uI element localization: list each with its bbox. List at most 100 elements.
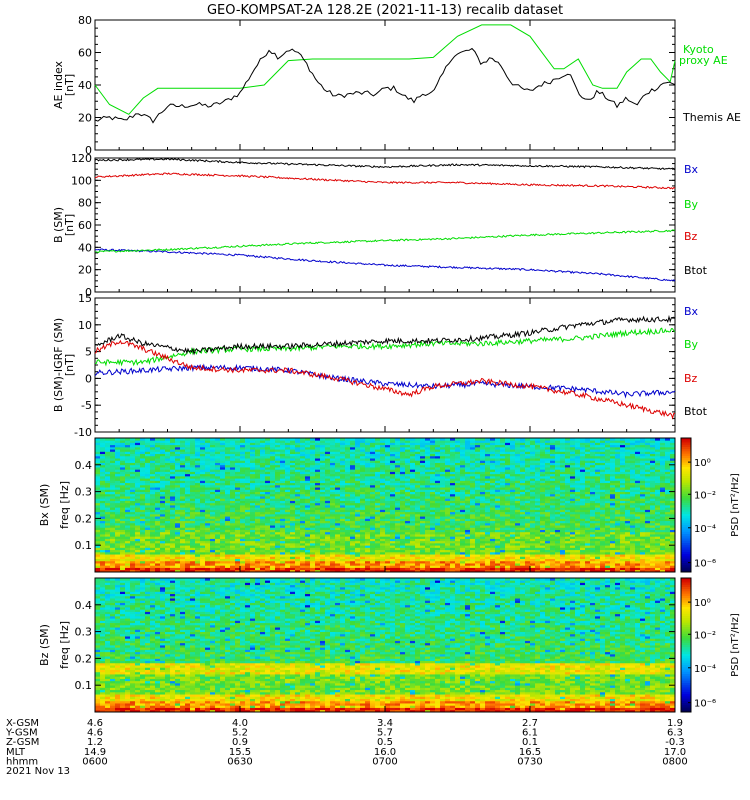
spectrogram-cell xyxy=(105,556,111,559)
spectrogram-cell xyxy=(240,471,246,475)
spectrogram-cell xyxy=(195,480,201,484)
spectrogram-cell xyxy=(345,500,351,504)
spectrogram-cell xyxy=(190,520,196,524)
spectrogram-cell xyxy=(280,516,286,519)
spectrogram-cell xyxy=(420,567,426,571)
spectrogram-cell xyxy=(315,467,321,470)
spectrogram-cell xyxy=(290,446,296,450)
spectrogram-cell xyxy=(170,440,176,443)
spectrogram-cell xyxy=(110,565,116,568)
spectrogram-cell xyxy=(200,444,206,448)
spectrogram-cell xyxy=(180,438,186,441)
spectrogram-cell xyxy=(360,513,366,517)
spectrogram-cell xyxy=(415,551,421,555)
spectrogram-cell xyxy=(355,451,361,455)
spectrogram-cell xyxy=(275,527,281,530)
spectrogram-cell xyxy=(330,438,336,441)
spectrogram-cell xyxy=(205,534,211,537)
spectrogram-cell xyxy=(415,462,421,466)
spectrogram-cell xyxy=(325,565,331,568)
spectrogram-cell xyxy=(175,569,181,573)
spectrogram-cell xyxy=(265,554,271,557)
spectrogram-cell xyxy=(380,516,386,519)
series-line-by xyxy=(94,229,676,254)
y-axis-label: B (SM)-IGRF (SM)[nT] xyxy=(52,318,76,412)
spectrogram-cell xyxy=(100,455,106,459)
spectrogram-cell xyxy=(215,493,221,497)
spectrogram-cell xyxy=(195,446,201,450)
spectrogram-cell xyxy=(150,545,156,548)
spectrogram-cell xyxy=(260,489,266,492)
spectrogram-cell xyxy=(190,536,196,539)
spectrogram-cell xyxy=(340,475,346,479)
spectrogram-cell xyxy=(410,518,416,522)
spectrogram-cell xyxy=(440,538,446,542)
spectrogram-cell xyxy=(400,560,406,564)
spectrogram-cell xyxy=(435,455,441,459)
spectrogram-cell xyxy=(230,509,236,513)
spectrogram-cell xyxy=(290,460,296,463)
spectrogram-cell xyxy=(260,487,266,490)
spectrogram-cell xyxy=(335,458,341,461)
spectrogram-cell xyxy=(320,446,326,450)
spectrogram-cell xyxy=(125,540,131,544)
spectrogram-cell xyxy=(185,462,191,466)
spectrogram-cell xyxy=(330,545,336,548)
spectrogram-cell xyxy=(275,475,281,479)
spectrogram-cell xyxy=(285,496,291,499)
spectrogram-cell xyxy=(180,540,186,544)
spectrogram-cell xyxy=(290,482,296,486)
spectrogram-cell xyxy=(100,525,106,528)
spectrogram-cell xyxy=(375,451,381,455)
spectrogram-cell xyxy=(125,451,131,455)
spectrogram-cell xyxy=(475,442,481,446)
spectrogram-cell xyxy=(245,469,251,472)
spectrogram-cell xyxy=(190,531,196,535)
spectrogram-cell xyxy=(255,453,261,457)
spectrogram-cell xyxy=(350,536,356,539)
spectrogram-cell xyxy=(160,467,166,470)
spectrogram-cell xyxy=(100,473,106,477)
spectrogram-cell xyxy=(320,551,326,555)
spectrogram-cell xyxy=(285,478,291,481)
spectrogram-cell xyxy=(145,496,151,499)
spectrogram-cell xyxy=(340,491,346,495)
spectrogram-cell xyxy=(245,507,251,510)
spectrogram-cell xyxy=(150,493,156,497)
spectrogram-cell xyxy=(180,513,186,517)
spectrogram-cell xyxy=(160,545,166,548)
spectrogram-cell xyxy=(220,542,226,546)
spectrogram-cell xyxy=(350,516,356,519)
spectrogram-cell xyxy=(155,554,161,557)
spectrogram-cell xyxy=(210,525,216,528)
spectrogram-cell xyxy=(145,475,151,479)
spectrogram-cell xyxy=(155,491,161,495)
spectrogram-cell xyxy=(100,531,106,535)
spectrogram-cell xyxy=(185,547,191,551)
spectrogram-cell xyxy=(245,487,251,490)
spectrogram-cell xyxy=(205,525,211,528)
spectrogram-cell xyxy=(140,545,146,548)
spectrogram-cell xyxy=(115,509,121,513)
spectrogram-cell xyxy=(110,522,116,526)
spectrogram-cell xyxy=(405,513,411,517)
spectrogram-cell xyxy=(140,551,146,555)
spectrogram-cell xyxy=(225,469,231,472)
spectrogram-cell xyxy=(375,478,381,481)
spectrogram-cell xyxy=(110,558,116,562)
spectrogram-cell xyxy=(410,538,416,542)
spectrogram-cell xyxy=(95,473,101,477)
spectrogram-cell xyxy=(340,464,346,468)
spectrogram-cell xyxy=(300,540,306,544)
spectrogram-cell xyxy=(150,440,156,443)
spectrogram-cell xyxy=(430,444,436,448)
spectrogram-cell xyxy=(375,525,381,528)
spectrogram-cell xyxy=(425,560,431,564)
spectrogram-cell xyxy=(190,464,196,468)
spectrogram-cell xyxy=(225,458,231,461)
spectrogram-cell xyxy=(310,482,316,486)
spectrogram-cell xyxy=(130,442,136,446)
spectrogram-cell xyxy=(410,484,416,488)
spectrogram-cell xyxy=(300,480,306,484)
spectrogram-cell xyxy=(205,464,211,468)
